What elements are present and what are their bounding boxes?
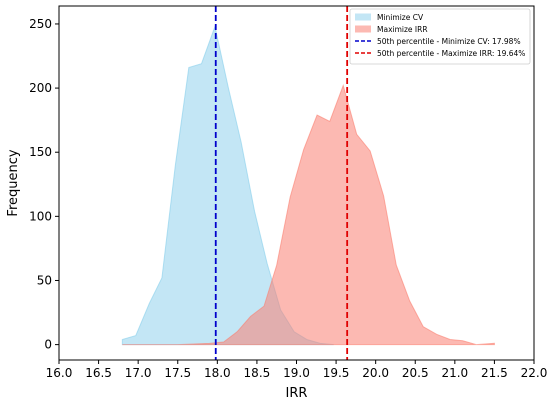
y-tick-label-5: 250 (29, 17, 52, 31)
x-axis-label: IRR (286, 386, 308, 401)
x-tick-label-6: 19.0 (283, 366, 310, 380)
legend-entry-refline-1-label: 50th percentile - Maximize IRR: 19.64% (377, 49, 525, 58)
y-tick-label-0: 0 (44, 338, 52, 352)
x-tick-label-2: 17.0 (125, 366, 152, 380)
legend-entry-series-0-label: Minimize CV (377, 13, 424, 22)
y-axis-label: Frequency (6, 149, 21, 216)
reference-lines-group (214, 6, 349, 360)
area-series-group (121, 24, 495, 346)
legend-entry-refline-1: 50th percentile - Maximize IRR: 19.64% (355, 49, 525, 58)
x-tick-label-12: 22.0 (521, 366, 548, 380)
legend-entry-series-1-swatch (355, 25, 371, 33)
x-tick-label-7: 19.5 (323, 366, 350, 380)
legend-entry-series-1: Maximize IRR (355, 25, 428, 34)
legend-entry-refline-0: 50th percentile - Minimize CV: 17.98% (355, 37, 521, 46)
legend-box (349, 8, 531, 65)
x-tick-label-3: 17.5 (164, 366, 191, 380)
y-axis-ticks: 0 50 100 150 200 250 (29, 17, 59, 352)
legend-entry-refline-0-label: 50th percentile - Minimize CV: 17.98% (377, 37, 521, 46)
legend-entry-series-0-swatch (355, 13, 371, 21)
legend-entry-series-0: Minimize CV (355, 13, 424, 22)
area-series-1 (122, 83, 495, 346)
legend: Minimize CV Maximize IRR 50th percentile -… (349, 8, 531, 65)
x-tick-label-1: 16.5 (85, 366, 112, 380)
x-tick-label-9: 20.5 (402, 366, 429, 380)
y-tick-label-4: 200 (29, 81, 52, 95)
y-tick-label-2: 100 (29, 209, 52, 223)
x-tick-label-10: 21.0 (441, 366, 468, 380)
legend-entry-series-1-label: Maximize IRR (377, 25, 428, 34)
y-tick-label-3: 150 (29, 145, 52, 159)
x-tick-label-5: 18.5 (244, 366, 271, 380)
x-tick-label-0: 16.0 (46, 366, 73, 380)
x-tick-label-4: 18.0 (204, 366, 231, 380)
x-tick-label-11: 21.5 (481, 366, 508, 380)
x-axis-ticks: 16.0 16.5 17.0 17.5 18.0 18.5 19.0 19.5 20.0 20.5… (46, 360, 548, 380)
x-tick-label-8: 20.0 (362, 366, 389, 380)
y-tick-label-1: 50 (37, 273, 52, 287)
